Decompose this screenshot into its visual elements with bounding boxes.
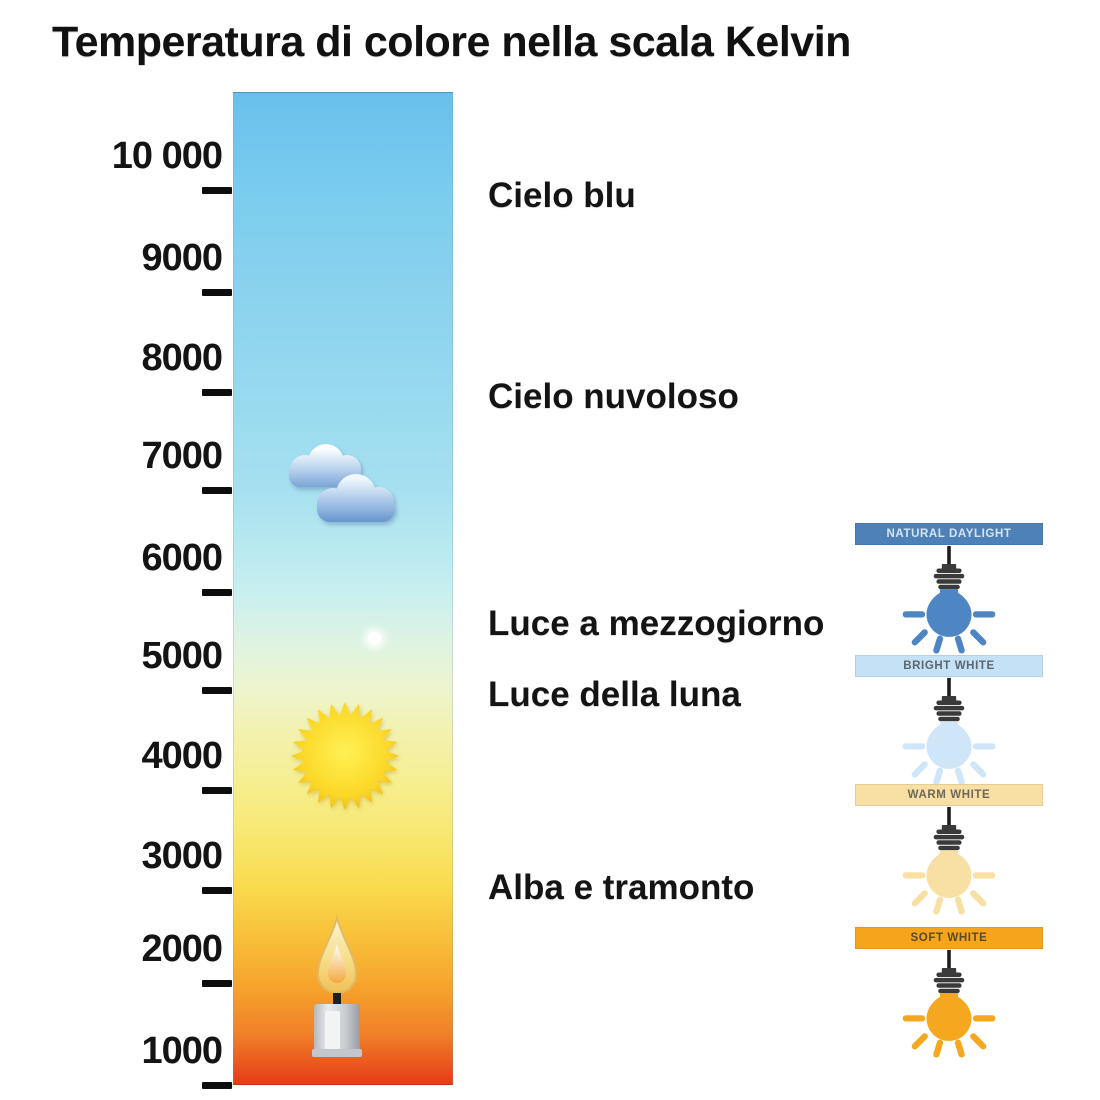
bulb-section-soft-white: SOFT WHITE bbox=[855, 927, 1043, 1058]
scale-tick-label: 6000 bbox=[141, 537, 223, 579]
kelvin-gradient-bar bbox=[233, 92, 453, 1085]
scale-tick-mark bbox=[202, 887, 232, 894]
bulb-section-natural-daylight: NATURAL DAYLIGHT bbox=[855, 523, 1043, 654]
scale-tick-mark bbox=[202, 487, 232, 494]
bulb-swatch-panel: NATURAL DAYLIGHT BRIGHT WHITE bbox=[855, 523, 1043, 1083]
scale-tick-mark bbox=[202, 389, 232, 396]
page-title: Temperatura di colore nella scala Kelvin bbox=[52, 18, 851, 66]
scale-tick-label: 4000 bbox=[141, 735, 223, 777]
label-alba-e-tramonto: Alba e tramonto bbox=[488, 868, 755, 907]
scale-tick-label: 3000 bbox=[141, 835, 223, 877]
scale-tick-mark bbox=[202, 787, 232, 794]
label-cielo-nuvoloso: Cielo nuvoloso bbox=[488, 377, 739, 416]
lightbulb-icon bbox=[902, 807, 996, 915]
moon-dot-icon bbox=[368, 632, 381, 645]
scale-tick-label: 5000 bbox=[141, 635, 223, 677]
clouds-icon bbox=[289, 444, 395, 522]
label-luce-della-luna: Luce della luna bbox=[488, 675, 741, 714]
scale-tick-mark bbox=[202, 687, 232, 694]
scale-tick-label: 1000 bbox=[141, 1030, 223, 1072]
scale-tick-mark bbox=[202, 980, 232, 987]
candle-icon bbox=[312, 914, 362, 1057]
label-cielo-blu: Cielo blu bbox=[488, 176, 636, 215]
scale-tick-label: 10 000 bbox=[111, 135, 223, 177]
banner-bright-white: BRIGHT WHITE bbox=[855, 655, 1043, 677]
label-luce-mezzogiorno: Luce a mezzogiorno bbox=[488, 604, 825, 643]
lightbulb-icon bbox=[902, 678, 996, 786]
scale-tick-mark bbox=[202, 1082, 232, 1089]
banner-warm-white: WARM WHITE bbox=[855, 784, 1043, 806]
sun-icon bbox=[291, 702, 399, 810]
scale-tick-label: 2000 bbox=[141, 928, 223, 970]
scale-tick-label: 8000 bbox=[141, 337, 223, 379]
scale-tick-label: 7000 bbox=[141, 435, 223, 477]
lightbulb-icon bbox=[902, 950, 996, 1058]
scale-tick-mark bbox=[202, 589, 232, 596]
scale-tick-label: 9000 bbox=[141, 237, 223, 279]
scale-tick-mark bbox=[202, 187, 232, 194]
lightbulb-icon bbox=[902, 546, 996, 654]
banner-soft-white: SOFT WHITE bbox=[855, 927, 1043, 949]
bulb-section-bright-white: BRIGHT WHITE bbox=[855, 655, 1043, 786]
scale-tick-mark bbox=[202, 289, 232, 296]
bulb-section-warm-white: WARM WHITE bbox=[855, 784, 1043, 915]
banner-natural-daylight: NATURAL DAYLIGHT bbox=[855, 523, 1043, 545]
